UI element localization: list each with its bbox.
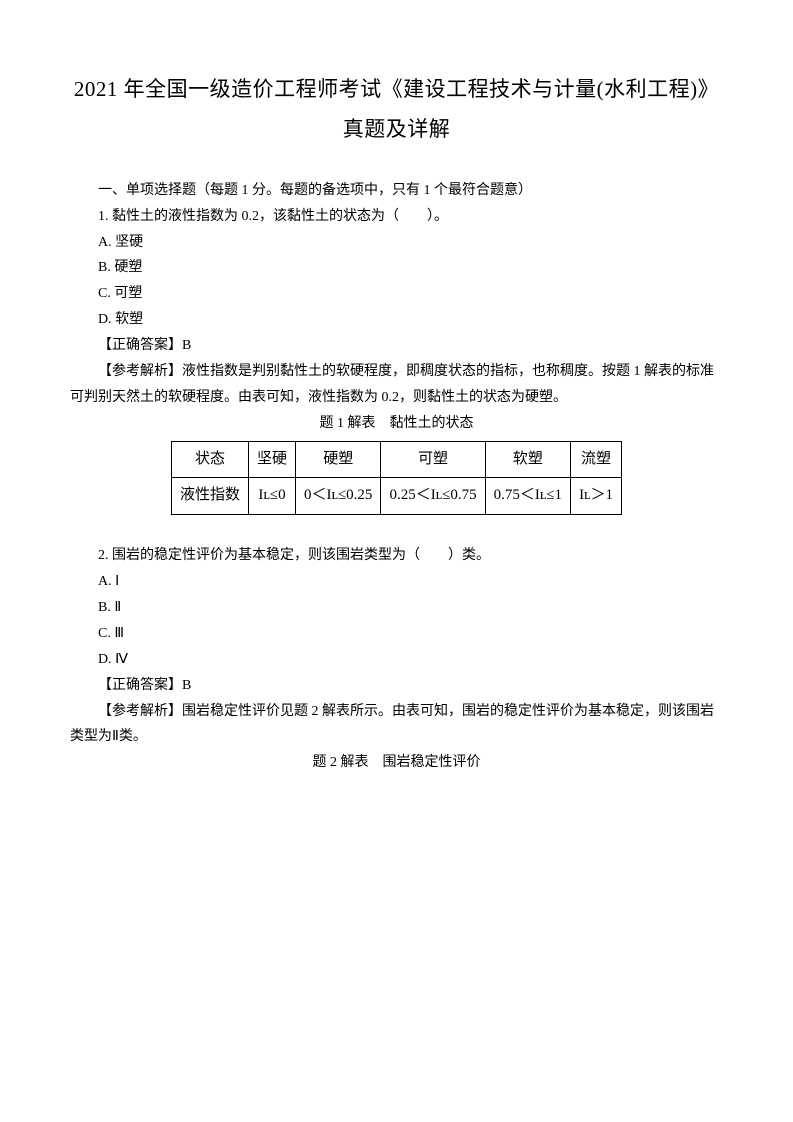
table-cell: Iʟ≤0 bbox=[248, 478, 295, 515]
q1-option-c: C. 可塑 bbox=[70, 281, 723, 307]
q1-table-caption: 题 1 解表 黏性土的状态 bbox=[70, 411, 723, 437]
title-line-2: 真题及详解 bbox=[70, 110, 723, 150]
q2-option-c: C. Ⅲ bbox=[70, 621, 723, 647]
table-cell: 硬塑 bbox=[296, 441, 381, 478]
section-1-heading: 一、单项选择题（每题 1 分。每题的备选项中，只有 1 个最符合题意） bbox=[70, 178, 723, 204]
table-row: 液性指数 Iʟ≤0 0＜Iʟ≤0.25 0.25＜Iʟ≤0.75 0.75＜Iʟ… bbox=[171, 478, 621, 515]
q1-option-a: A. 坚硬 bbox=[70, 230, 723, 256]
q2-option-b: B. Ⅱ bbox=[70, 595, 723, 621]
table-row: 状态 坚硬 硬塑 可塑 软塑 流塑 bbox=[171, 441, 621, 478]
table-cell: 软塑 bbox=[485, 441, 570, 478]
page-root: 2021 年全国一级造价工程师考试《建设工程技术与计量(水利工程)》 真题及详解… bbox=[0, 0, 793, 776]
table-cell: 0.75＜Iʟ≤1 bbox=[485, 478, 570, 515]
document-body: 一、单项选择题（每题 1 分。每题的备选项中，只有 1 个最符合题意） 1. 黏… bbox=[70, 178, 723, 776]
table-cell: 0.25＜Iʟ≤0.75 bbox=[381, 478, 485, 515]
q1-analysis: 【参考解析】液性指数是判别黏性土的软硬程度，即稠度状态的指标，也称稠度。按题 1… bbox=[70, 359, 723, 411]
spacer bbox=[70, 525, 723, 543]
q2-option-a: A. Ⅰ bbox=[70, 569, 723, 595]
q2-option-d: D. Ⅳ bbox=[70, 647, 723, 673]
table-cell: 坚硬 bbox=[248, 441, 295, 478]
table-cell: 流塑 bbox=[571, 441, 622, 478]
table-cell: 可塑 bbox=[381, 441, 485, 478]
table-cell: 液性指数 bbox=[171, 478, 248, 515]
q1-stem: 1. 黏性土的液性指数为 0.2，该黏性土的状态为（ ）。 bbox=[70, 204, 723, 230]
q2-analysis: 【参考解析】围岩稳定性评价见题 2 解表所示。由表可知，围岩的稳定性评价为基本稳… bbox=[70, 699, 723, 751]
document-title: 2021 年全国一级造价工程师考试《建设工程技术与计量(水利工程)》 真题及详解 bbox=[70, 70, 723, 150]
q1-option-d: D. 软塑 bbox=[70, 307, 723, 333]
title-line-1: 2021 年全国一级造价工程师考试《建设工程技术与计量(水利工程)》 bbox=[70, 70, 723, 110]
q1-answer: 【正确答案】B bbox=[70, 333, 723, 359]
q2-table-caption: 题 2 解表 围岩稳定性评价 bbox=[70, 750, 723, 776]
q2-stem: 2. 围岩的稳定性评价为基本稳定，则该围岩类型为（ ）类。 bbox=[70, 543, 723, 569]
q2-answer: 【正确答案】B bbox=[70, 673, 723, 699]
q1-option-b: B. 硬塑 bbox=[70, 255, 723, 281]
table-cell: Iʟ＞1 bbox=[571, 478, 622, 515]
table-cell: 0＜Iʟ≤0.25 bbox=[296, 478, 381, 515]
q1-table: 状态 坚硬 硬塑 可塑 软塑 流塑 液性指数 Iʟ≤0 0＜Iʟ≤0.25 0.… bbox=[171, 441, 622, 516]
table-cell: 状态 bbox=[171, 441, 248, 478]
